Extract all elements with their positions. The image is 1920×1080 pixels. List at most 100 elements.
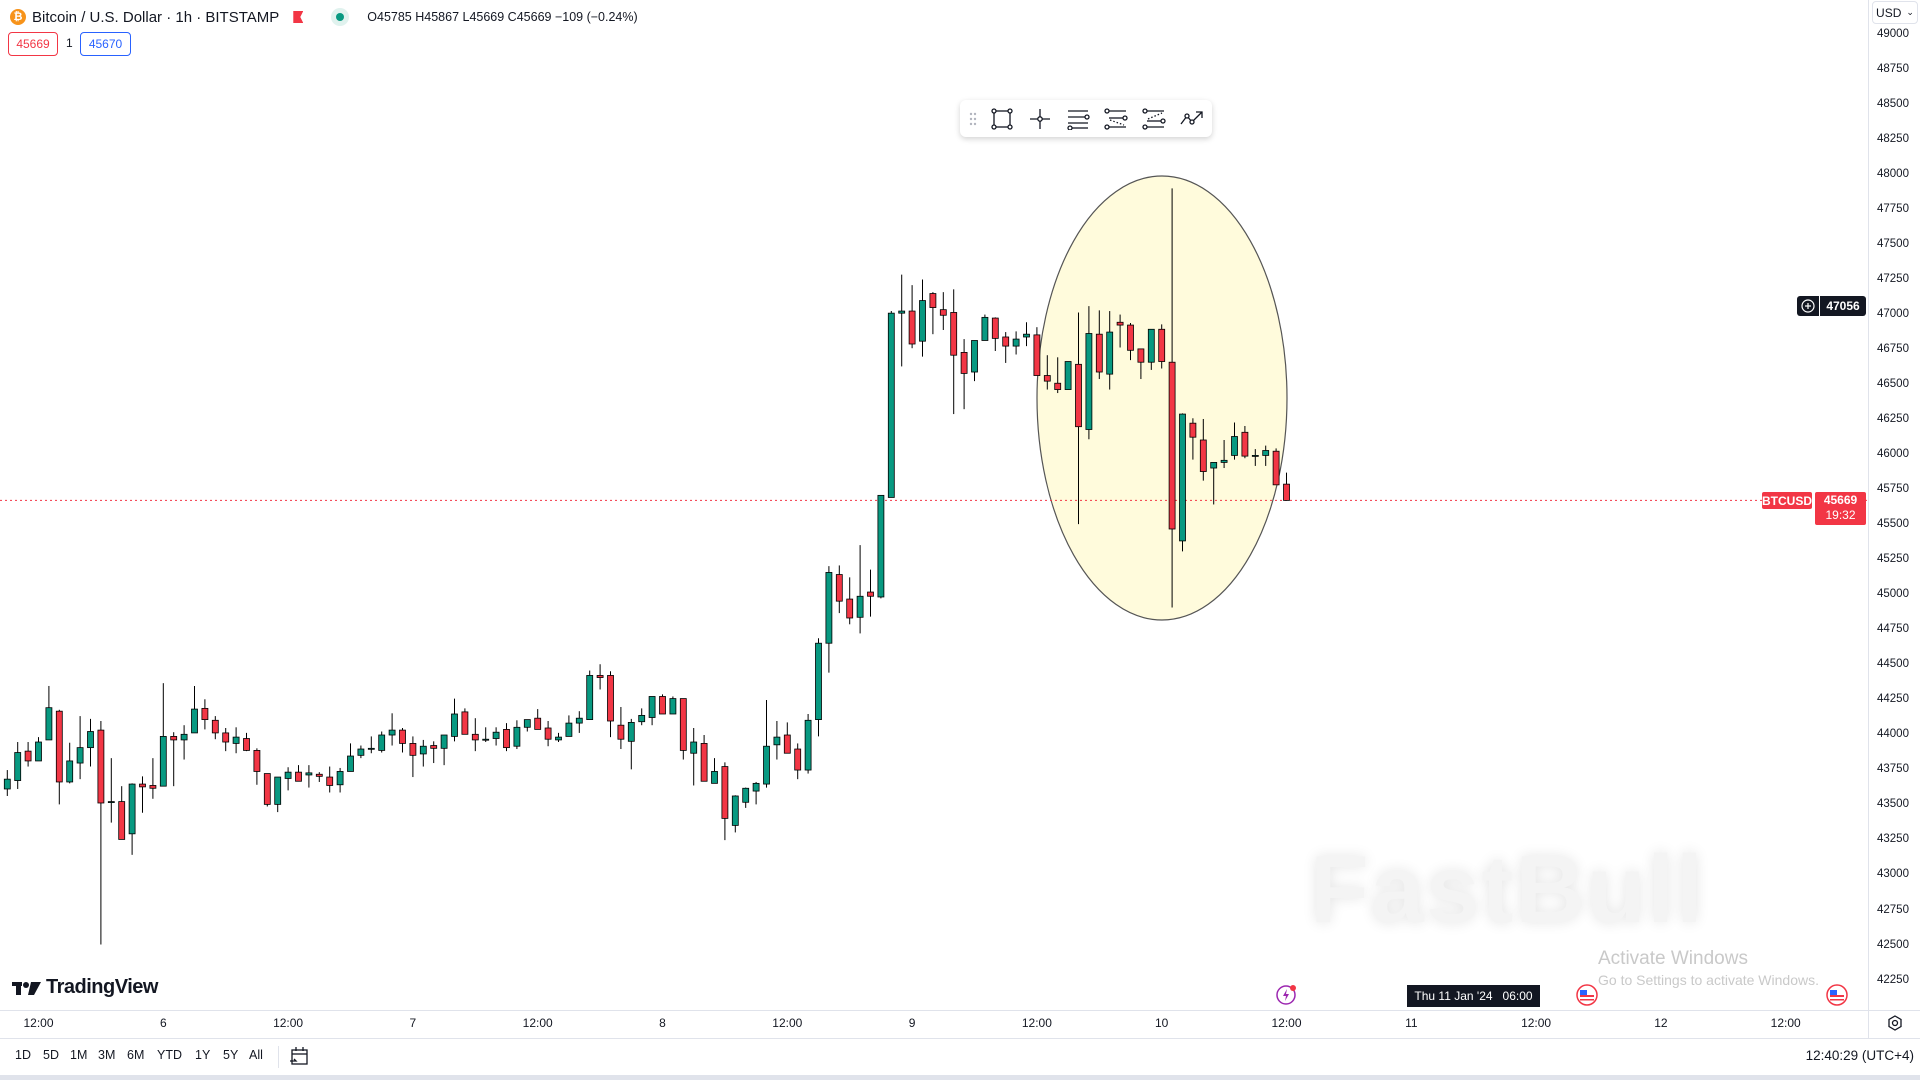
price-tick-label: 47000 bbox=[1877, 307, 1909, 320]
candle bbox=[211, 716, 219, 740]
candle-body-down bbox=[243, 738, 250, 751]
candle-body-down bbox=[867, 591, 874, 597]
range-button-5d[interactable]: 5D bbox=[43, 1048, 59, 1062]
range-button-3m[interactable]: 3M bbox=[98, 1048, 116, 1062]
axis-settings-gear-icon[interactable] bbox=[1886, 1014, 1904, 1037]
parallel-channel-icon[interactable] bbox=[1100, 104, 1132, 134]
drawing-toolbar[interactable] bbox=[960, 100, 1212, 137]
candle-body-down bbox=[399, 729, 406, 744]
time-tick-label: 12:00 bbox=[273, 1016, 304, 1030]
time-tick-label: 12:00 bbox=[1521, 1016, 1552, 1030]
crosshair-icon[interactable] bbox=[1024, 104, 1056, 134]
add-alert-plus-icon[interactable] bbox=[1797, 296, 1819, 316]
regression-channel-icon[interactable] bbox=[1138, 104, 1170, 134]
candle-body-down bbox=[659, 696, 666, 715]
sell-button[interactable]: 45669 bbox=[8, 32, 58, 56]
candle-body-up bbox=[1231, 436, 1238, 456]
candle bbox=[1147, 328, 1155, 370]
range-button-ytd[interactable]: YTD bbox=[157, 1048, 182, 1062]
range-button-1y[interactable]: 1Y bbox=[195, 1048, 211, 1062]
time-tick-label: 10 bbox=[1155, 1016, 1169, 1030]
time-tick-label: 12:00 bbox=[1770, 1016, 1801, 1030]
candle bbox=[149, 758, 157, 799]
fastbull-watermark: FastBull bbox=[1310, 836, 1705, 943]
candle bbox=[1043, 355, 1051, 390]
candle bbox=[690, 728, 698, 786]
candle-body-down bbox=[409, 743, 417, 756]
lightning-event-icon[interactable] bbox=[1275, 984, 1297, 1011]
candle bbox=[679, 698, 687, 760]
candlestick-plot[interactable] bbox=[0, 0, 1868, 1010]
rectangle-icon[interactable] bbox=[986, 104, 1018, 134]
candle-body-down bbox=[24, 750, 32, 762]
candle bbox=[742, 787, 750, 808]
candle-body-down bbox=[617, 724, 625, 740]
symbol-legend[interactable]: ₿ Bitcoin / U.S. Dollar · 1h · BITSTAMP … bbox=[10, 6, 638, 28]
candle-body-down bbox=[939, 309, 947, 316]
drag-handle-icon[interactable] bbox=[966, 104, 980, 134]
candle-body-up bbox=[347, 755, 354, 772]
candle bbox=[399, 728, 406, 753]
candle bbox=[544, 720, 552, 747]
candle-body-down bbox=[471, 733, 479, 741]
candle bbox=[971, 340, 978, 382]
market-open-status-icon[interactable] bbox=[331, 8, 350, 26]
candle-body-up bbox=[87, 731, 94, 749]
range-button-1m[interactable]: 1M bbox=[70, 1048, 88, 1062]
candle-body-up bbox=[971, 340, 978, 373]
candle-body-down bbox=[201, 707, 209, 720]
range-button-all[interactable]: All bbox=[249, 1048, 263, 1062]
candle bbox=[711, 758, 718, 784]
range-button-5y[interactable]: 5Y bbox=[223, 1048, 239, 1062]
go-to-date-calendar-icon[interactable] bbox=[288, 1045, 310, 1072]
candle-body-up bbox=[284, 771, 292, 779]
range-button-1d[interactable]: 1D bbox=[15, 1048, 31, 1062]
candle bbox=[263, 773, 271, 807]
candle bbox=[76, 716, 84, 780]
range-button-6m[interactable]: 6M bbox=[127, 1048, 145, 1062]
horizontal-lines-icon[interactable] bbox=[1062, 104, 1094, 134]
candle-body-up bbox=[274, 776, 282, 805]
candle bbox=[1158, 324, 1166, 369]
candle bbox=[627, 718, 635, 770]
buy-button[interactable]: 45670 bbox=[80, 32, 131, 56]
candle bbox=[669, 696, 677, 715]
us-flag-event-icon[interactable] bbox=[1576, 984, 1598, 1011]
candle bbox=[347, 743, 354, 772]
highlight-ellipse-drawing[interactable] bbox=[1036, 175, 1288, 621]
price-tick-label: 48250 bbox=[1877, 132, 1909, 145]
tradingview-logo[interactable]: TradingView bbox=[12, 976, 158, 999]
flag-icon[interactable] bbox=[293, 11, 304, 23]
price-tick-label: 48500 bbox=[1877, 97, 1909, 110]
candle bbox=[1251, 449, 1259, 466]
candle-body-up bbox=[752, 782, 760, 792]
time-tick-label: 6 bbox=[159, 1016, 167, 1030]
candle-body-up bbox=[638, 714, 646, 723]
candle-body-down bbox=[679, 698, 687, 751]
price-tick-label: 44750 bbox=[1877, 623, 1909, 636]
time-tick-label: 12:00 bbox=[522, 1016, 553, 1030]
candle bbox=[419, 739, 427, 767]
ohlc-values: O45785 H45867 L45669 C45669 −109 (−0.24%… bbox=[367, 10, 638, 24]
candle bbox=[45, 685, 53, 741]
candle-body-down bbox=[991, 317, 999, 339]
candle bbox=[575, 711, 583, 733]
trend-arrow-icon[interactable] bbox=[1176, 104, 1208, 134]
candle-body-up bbox=[1251, 455, 1259, 457]
currency-label: USD bbox=[1876, 5, 1902, 20]
price-axis-border bbox=[1868, 0, 1869, 1038]
symbol-title[interactable]: Bitcoin / U.S. Dollar · 1h · BITSTAMP bbox=[32, 8, 280, 26]
timezone-clock[interactable]: 12:40:29 (UTC+4) bbox=[1805, 1048, 1914, 1063]
candle-body-up bbox=[575, 717, 583, 724]
candle-body-down bbox=[794, 748, 802, 771]
time-tick-label: 9 bbox=[908, 1016, 916, 1030]
candle-body-down bbox=[929, 293, 937, 308]
crosshair-time-label: Thu 11 Jan '24 06:00 bbox=[1407, 985, 1540, 1007]
us-flag-event-icon[interactable] bbox=[1826, 984, 1848, 1011]
last-price-label: 45669 19:32 bbox=[1815, 492, 1866, 525]
candle bbox=[513, 720, 521, 750]
currency-select[interactable]: USD ⌄ bbox=[1872, 1, 1918, 24]
candle bbox=[253, 748, 261, 785]
candle-body-down bbox=[721, 766, 729, 819]
